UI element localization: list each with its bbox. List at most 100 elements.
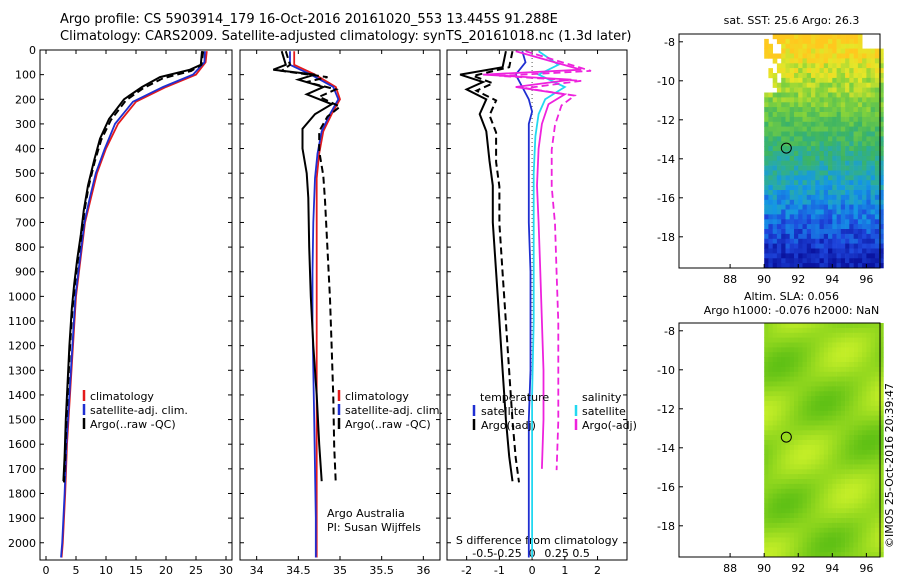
sla_map-cell: [802, 405, 808, 412]
sst_map-cell: [785, 243, 791, 249]
sst_map-cell: [764, 112, 769, 118]
sla_map-cell: [862, 542, 867, 548]
sst_map-cell: [768, 141, 773, 147]
sla_map-cell: [781, 435, 786, 441]
sst_map-cell: [815, 194, 820, 201]
sla_map-cell: [781, 342, 786, 348]
sst_map-cell: [832, 229, 837, 235]
sla_map-cell: [764, 435, 769, 441]
sst_map-cell: [832, 82, 837, 88]
sst_map-cell: [764, 116, 769, 123]
sst_map-cell: [836, 151, 842, 157]
sla_map-cell: [832, 532, 837, 538]
sst_map-cell: [802, 243, 808, 249]
sla_map-cell: [870, 327, 876, 334]
sla_map-cell: [768, 425, 773, 431]
sst_map-cell: [794, 87, 799, 93]
sla_map-cell: [857, 513, 863, 519]
sst_map-cell: [781, 136, 786, 142]
sla_map-cell: [785, 420, 791, 426]
sla_map-cell: [870, 513, 876, 519]
sst_map-cell: [849, 126, 854, 132]
sst_map-cell: [874, 48, 880, 54]
sla_map-cell: [866, 352, 871, 358]
sst_map-cell: [840, 38, 846, 45]
sla_map-cell: [785, 366, 791, 373]
sla_map-cell: [776, 537, 782, 543]
sla_map-cell: [828, 532, 833, 538]
sla_map-cell: [802, 410, 808, 416]
sla_map-cell: [832, 469, 837, 475]
sla_map-cell: [866, 459, 871, 465]
sst_map-cell: [815, 204, 820, 210]
sla_map-cell: [819, 430, 825, 436]
sst_map-cell: [789, 151, 795, 157]
sst_map-cell: [866, 263, 871, 269]
sla_map-cell: [819, 464, 825, 470]
sla_map-cell: [802, 513, 808, 519]
sla_map-cell: [840, 347, 846, 353]
pi-name-label: PI: Susan Wijffels: [327, 521, 421, 534]
sst_map-ytick-label: -8: [664, 36, 675, 49]
depth-tick-label: 1600: [8, 438, 36, 451]
sst_map-cell: [845, 224, 850, 230]
difference-xtick-label: 0: [529, 564, 536, 577]
sst_map-cell: [840, 194, 846, 201]
sst_map-cell: [776, 160, 782, 166]
sst_map-cell: [785, 97, 791, 103]
sla_map-cell: [840, 381, 846, 387]
sst_map-cell: [853, 112, 859, 118]
temperature-legend-label: satellite-adj. clim.: [90, 404, 188, 417]
sla_map-cell: [815, 469, 820, 475]
sla_map-cell: [811, 532, 816, 538]
sla_map-cell: [772, 464, 778, 470]
sst_map-cell: [849, 194, 854, 201]
sst_map-cell: [870, 112, 876, 118]
sla_map-cell: [862, 401, 867, 407]
sla_map-cell: [819, 396, 825, 402]
sst_map-cell: [866, 243, 871, 249]
sla_map-cell: [823, 381, 829, 387]
sst_map-cell: [857, 48, 863, 54]
sst_map-cell: [781, 253, 786, 259]
sst_map-cell: [849, 121, 854, 127]
sla_map-cell: [811, 493, 816, 499]
sla_map-cell: [874, 410, 880, 416]
sla_map-cell: [836, 488, 842, 494]
sla_map-cell: [853, 347, 859, 353]
salinity-series-argo-adjusted-: [279, 50, 342, 484]
sla_map-cell: [845, 332, 850, 338]
sst_map-cell: [828, 185, 833, 191]
sla_map-cell: [772, 425, 778, 431]
sla_map-cell: [819, 371, 825, 377]
sst_map-cell: [845, 160, 850, 166]
sst_map-cell: [776, 121, 782, 127]
sla_map-cell: [776, 552, 782, 558]
sla_map-cell: [785, 483, 791, 490]
sla_map-cell: [879, 469, 884, 475]
sst_map-cell: [785, 165, 791, 171]
sla_map-cell: [764, 337, 769, 343]
sla_map-cell: [823, 547, 829, 553]
sst_map-cell: [857, 199, 863, 205]
sst_map-cell: [794, 170, 799, 176]
sst_map-cell: [764, 141, 769, 147]
sst_map-cell: [845, 141, 850, 147]
sst_map-cell: [828, 258, 833, 264]
sla_map-cell: [772, 347, 778, 353]
sst_map-cell: [789, 233, 795, 240]
sla_map-cell: [849, 323, 854, 329]
sla_map-cell: [806, 347, 812, 353]
sla_map-cell: [853, 474, 859, 480]
sst_map-cell: [836, 204, 842, 210]
sst_map-cell: [815, 53, 820, 59]
sst_map-cell: [836, 38, 842, 45]
sst_map-cell: [879, 97, 884, 103]
sst_map-cell: [802, 107, 808, 113]
sla_map-cell: [828, 488, 833, 494]
sla_map-cell: [781, 503, 786, 509]
sla_map-cell: [870, 323, 876, 329]
sla_map-cell: [866, 376, 871, 382]
sst_map-cell: [879, 199, 884, 205]
sla_map-cell: [836, 381, 842, 387]
